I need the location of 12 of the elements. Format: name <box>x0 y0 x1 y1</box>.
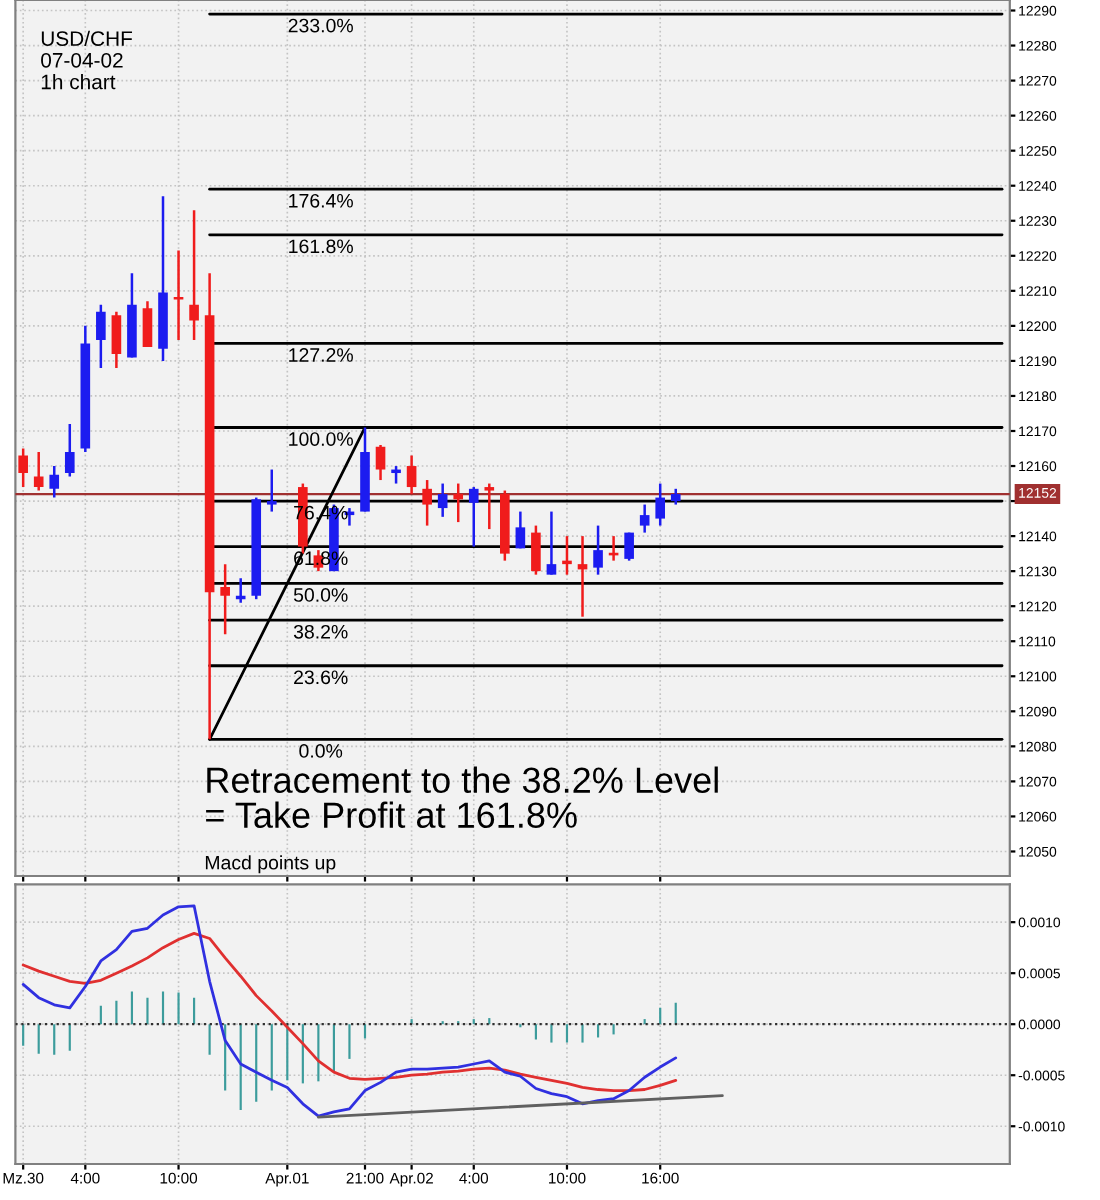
text: USD/CHF 07-04-02 1h chart <box>41 30 133 90</box>
series-label: 100.0% <box>289 432 353 446</box>
annotation: Macd points up <box>205 855 336 874</box>
series-label: 23.6% <box>294 670 348 685</box>
series-label: 38.2% <box>293 624 348 639</box>
series-label: 233.0% <box>288 18 353 33</box>
series-label: 127.2% <box>289 348 353 362</box>
annotation: Retracement to the 38.2% Level = Take Profit at 161.8% <box>206 766 718 828</box>
series-label: 161.8% <box>289 239 353 254</box>
series-label: 176.4% <box>289 193 353 208</box>
series-label: 0.0% <box>299 744 343 758</box>
series-label: 50.0% <box>293 588 348 602</box>
